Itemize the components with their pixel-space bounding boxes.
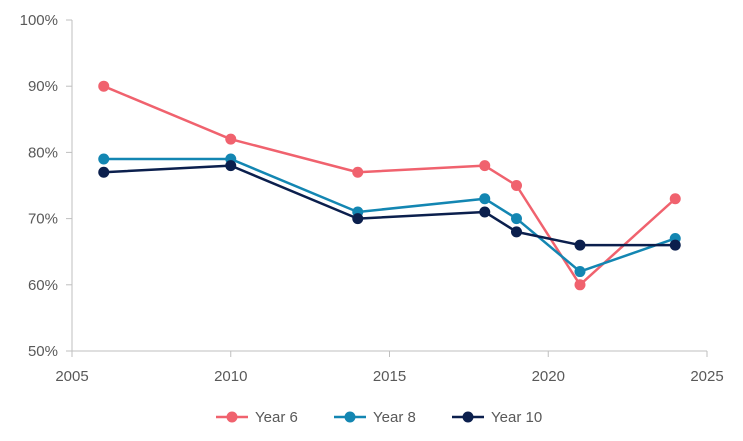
- y-tick-label: 90%: [28, 78, 58, 95]
- series-line: [103, 85, 677, 287]
- y-tick-labels: 50% 60% 70% 80% 90% 100%: [20, 12, 72, 360]
- series-line: [103, 157, 676, 273]
- data-point: [669, 239, 681, 251]
- legend: Year 6 Year 8 Year 10: [216, 409, 542, 426]
- data-point: [479, 160, 491, 172]
- axes: [71, 20, 707, 352]
- data-point: [479, 206, 491, 218]
- y-tick-label: 60%: [28, 277, 58, 294]
- series-layer: [98, 80, 681, 291]
- legend-marker: [344, 411, 356, 423]
- x-tick-label: 2020: [532, 368, 565, 385]
- series-year-8: [98, 153, 681, 278]
- y-tick-label: 50%: [28, 343, 58, 360]
- legend-item: Year 8: [334, 409, 416, 426]
- legend-marker: [226, 411, 238, 423]
- data-point: [352, 166, 364, 178]
- data-point: [98, 166, 110, 178]
- legend-item: Year 10: [452, 409, 542, 426]
- legend-marker: [462, 411, 474, 423]
- series-year-6: [98, 80, 681, 291]
- data-point: [98, 153, 110, 165]
- y-tick-label: 80%: [28, 144, 58, 161]
- legend-item: Year 6: [216, 409, 298, 426]
- legend-label: Year 8: [373, 409, 416, 426]
- data-point: [669, 193, 681, 205]
- x-tick-label: 2015: [373, 368, 406, 385]
- data-point: [511, 180, 522, 191]
- x-tick-label: 2010: [214, 368, 247, 385]
- data-point: [98, 80, 110, 92]
- data-point: [479, 193, 491, 205]
- data-point: [511, 226, 522, 238]
- data-point: [511, 213, 522, 225]
- data-point: [574, 279, 586, 291]
- y-tick-label: 70%: [28, 211, 58, 228]
- x-tick-labels: 2005 2010 2015 2020 2025: [55, 351, 724, 385]
- series-year-10: [98, 160, 681, 251]
- y-tick-label: 100%: [20, 12, 58, 29]
- legend-label: Year 10: [491, 409, 542, 426]
- data-point: [574, 239, 586, 251]
- series-line: [103, 164, 676, 247]
- x-tick-label: 2005: [55, 368, 88, 385]
- data-point: [225, 160, 237, 172]
- data-point: [574, 266, 586, 278]
- data-point: [352, 213, 364, 225]
- data-point: [225, 133, 237, 145]
- x-tick-label: 2025: [690, 368, 723, 385]
- legend-label: Year 6: [255, 409, 298, 426]
